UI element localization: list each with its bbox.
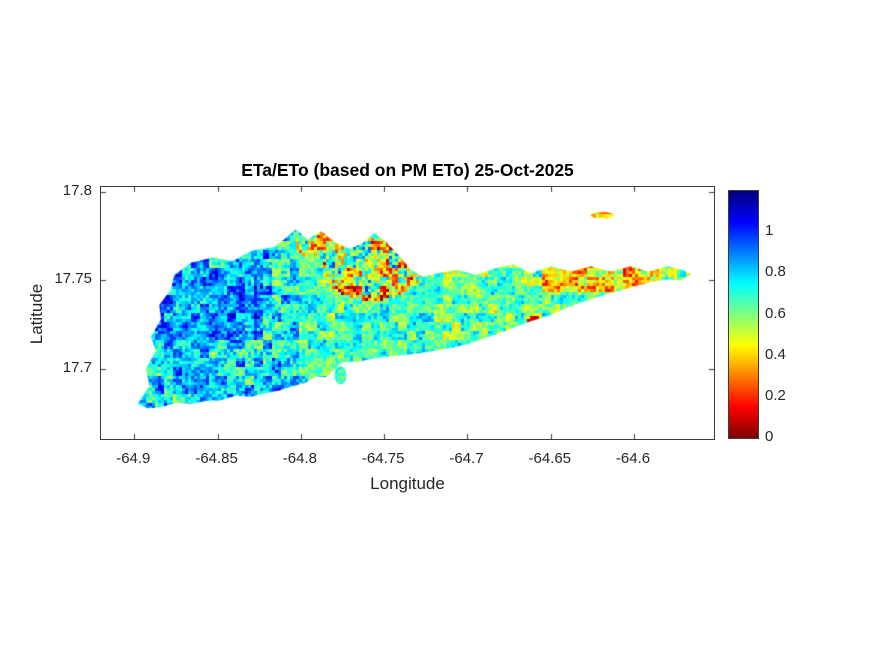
- x-tick-label: -64.85: [195, 450, 238, 467]
- y-tick-label: 17.8: [62, 182, 92, 200]
- x-tick-label: -64.6: [615, 450, 651, 467]
- y-tick-label: 17.7: [62, 358, 92, 376]
- x-tick-label: -64.75: [361, 450, 405, 467]
- x-tick-label: -64.9: [116, 450, 151, 467]
- plot-area: [100, 186, 715, 440]
- x-tick-label: -64.7: [449, 450, 484, 467]
- colorbar-tick-label: 0: [765, 428, 774, 445]
- chart-title: ETa/ETo (based on PM ETo) 25-Oct-2025: [241, 160, 574, 180]
- colorbar-tick-label: 0.8: [765, 263, 786, 281]
- x-tick-label: -64.65: [528, 450, 572, 467]
- colorbar-gradient: [729, 191, 758, 438]
- colorbar-tick-label: 1: [765, 222, 774, 240]
- colorbar-tick-label: 0.6: [765, 304, 786, 322]
- colorbar: [728, 190, 759, 439]
- x-tick-label: -64.8: [282, 450, 317, 467]
- colorbar-tick-label: 0.2: [765, 386, 786, 404]
- map-canvas: [101, 187, 714, 439]
- y-tick-label: 17.75: [54, 270, 92, 288]
- x-axis-label: Longitude: [370, 474, 445, 493]
- colorbar-tick-label: 0.4: [765, 345, 786, 363]
